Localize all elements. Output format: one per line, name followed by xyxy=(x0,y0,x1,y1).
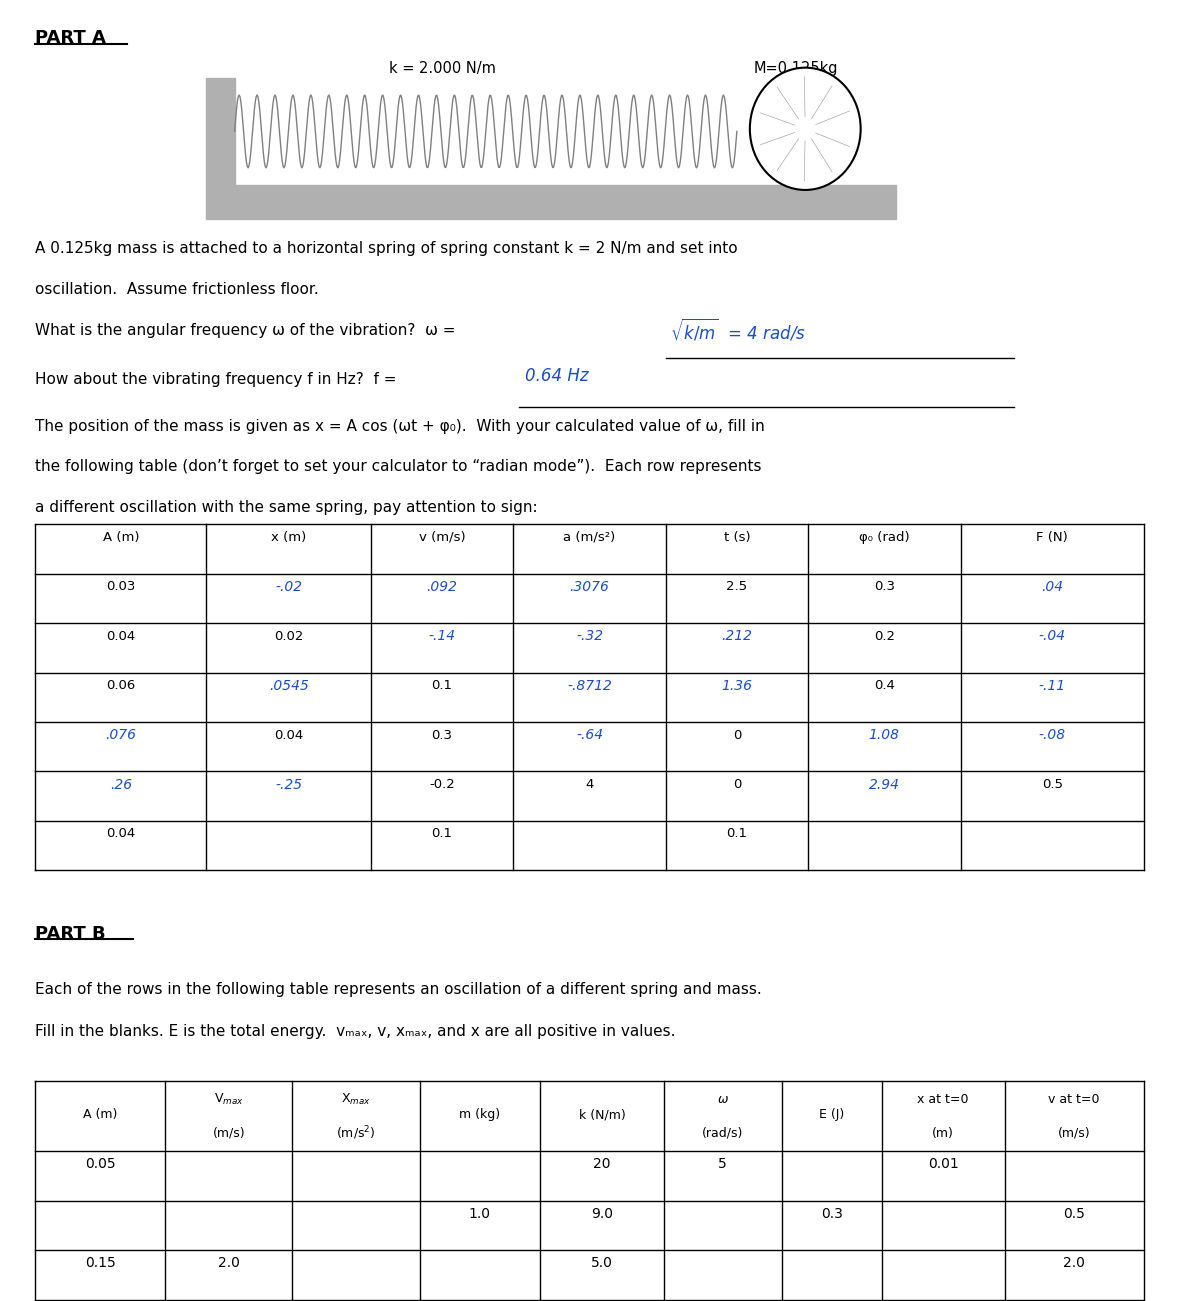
Text: X$_{max}$: X$_{max}$ xyxy=(341,1092,371,1107)
Text: -.08: -.08 xyxy=(1039,729,1066,742)
Text: oscillation.  Assume frictionless floor.: oscillation. Assume frictionless floor. xyxy=(35,282,320,298)
Text: 1.36: 1.36 xyxy=(722,679,752,692)
Text: 9.0: 9.0 xyxy=(591,1207,613,1220)
Text: $\sqrt{k/m}$  = 4 rad/s: $\sqrt{k/m}$ = 4 rad/s xyxy=(670,317,805,343)
Text: What is the angular frequency ω of the vibration?  ω =: What is the angular frequency ω of the v… xyxy=(35,323,461,338)
Text: 0: 0 xyxy=(732,729,742,742)
Text: (m/s): (m/s) xyxy=(1058,1127,1091,1140)
Text: .3076: .3076 xyxy=(569,580,610,593)
Text: .212: .212 xyxy=(722,630,752,643)
Text: v at t=0: v at t=0 xyxy=(1048,1093,1100,1106)
Text: 2.0: 2.0 xyxy=(218,1257,239,1270)
Text: 2.5: 2.5 xyxy=(726,580,747,593)
Text: 0.4: 0.4 xyxy=(874,679,895,692)
Text: 5: 5 xyxy=(718,1158,727,1171)
Text: .092: .092 xyxy=(427,580,457,593)
Text: 0.05: 0.05 xyxy=(85,1158,116,1171)
Text: t (s): t (s) xyxy=(724,531,750,544)
Text: 0.01: 0.01 xyxy=(928,1158,959,1171)
Text: -.64: -.64 xyxy=(575,729,604,742)
Text: (m/s$^2$): (m/s$^2$) xyxy=(336,1124,376,1142)
Text: m (kg): m (kg) xyxy=(460,1108,500,1121)
Text: k (N/m): k (N/m) xyxy=(579,1108,625,1121)
Text: 0.3: 0.3 xyxy=(821,1207,843,1220)
Text: 0.3: 0.3 xyxy=(432,729,453,742)
Text: .0545: .0545 xyxy=(269,679,309,692)
Text: 0.3: 0.3 xyxy=(874,580,895,593)
Text: -.25: -.25 xyxy=(275,778,303,791)
Text: A (m): A (m) xyxy=(103,531,139,544)
Text: x (m): x (m) xyxy=(271,531,307,544)
Text: 0.64 Hz: 0.64 Hz xyxy=(525,367,588,385)
Text: the following table (don’t forget to set your calculator to “radian mode”).  Eac: the following table (don’t forget to set… xyxy=(35,459,762,475)
Text: (m/s): (m/s) xyxy=(212,1127,245,1140)
Text: -.04: -.04 xyxy=(1039,630,1066,643)
Circle shape xyxy=(750,68,861,190)
Text: 0.5: 0.5 xyxy=(1063,1207,1085,1220)
Text: -.11: -.11 xyxy=(1039,679,1066,692)
Text: The position of the mass is given as x = A cos (ωt + φ₀).  With your calculated : The position of the mass is given as x =… xyxy=(35,419,765,435)
Text: .076: .076 xyxy=(105,729,137,742)
Text: -.32: -.32 xyxy=(575,630,604,643)
Text: Each of the rows in the following table represents an oscillation of a different: Each of the rows in the following table … xyxy=(35,982,762,998)
Text: (m): (m) xyxy=(933,1127,954,1140)
Text: v (m/s): v (m/s) xyxy=(419,531,466,544)
Text: 0.1: 0.1 xyxy=(432,679,453,692)
Text: $\omega$: $\omega$ xyxy=(717,1093,729,1106)
Text: .04: .04 xyxy=(1041,580,1063,593)
Text: 0.06: 0.06 xyxy=(106,679,136,692)
Text: 0.15: 0.15 xyxy=(85,1257,116,1270)
Text: V$_{max}$: V$_{max}$ xyxy=(213,1092,244,1107)
Text: How about the vibrating frequency f in Hz?  f =: How about the vibrating frequency f in H… xyxy=(35,372,402,388)
Text: a different oscillation with the same spring, pay attention to sign:: a different oscillation with the same sp… xyxy=(35,500,538,515)
Text: 0.02: 0.02 xyxy=(275,630,303,643)
Polygon shape xyxy=(206,185,896,219)
Text: 5.0: 5.0 xyxy=(591,1257,613,1270)
Text: (rad/s): (rad/s) xyxy=(702,1127,744,1140)
Text: -.02: -.02 xyxy=(275,580,303,593)
Text: PART A: PART A xyxy=(35,29,106,47)
Text: φ₀ (rad): φ₀ (rad) xyxy=(859,531,909,544)
Text: 0.2: 0.2 xyxy=(874,630,895,643)
Polygon shape xyxy=(206,78,235,185)
Text: -.8712: -.8712 xyxy=(567,679,612,692)
Text: M=0.125kg: M=0.125kg xyxy=(753,61,838,77)
Text: 0.04: 0.04 xyxy=(106,630,136,643)
Text: a (m/s²): a (m/s²) xyxy=(564,531,615,544)
Text: .26: .26 xyxy=(110,778,132,791)
Text: 2.0: 2.0 xyxy=(1063,1257,1085,1270)
Text: 0.03: 0.03 xyxy=(106,580,136,593)
Text: -0.2: -0.2 xyxy=(429,778,455,791)
Text: k = 2.000 N/m: k = 2.000 N/m xyxy=(389,61,495,77)
Text: x at t=0: x at t=0 xyxy=(917,1093,969,1106)
Text: 1.0: 1.0 xyxy=(469,1207,490,1220)
Text: 0.5: 0.5 xyxy=(1042,778,1062,791)
Text: PART B: PART B xyxy=(35,925,106,943)
Text: -.14: -.14 xyxy=(428,630,456,643)
Text: 0.04: 0.04 xyxy=(275,729,303,742)
Text: A (m): A (m) xyxy=(83,1108,118,1121)
Text: 0: 0 xyxy=(732,778,742,791)
Text: 1.08: 1.08 xyxy=(869,729,900,742)
Text: 0.1: 0.1 xyxy=(726,827,747,840)
Text: 0.04: 0.04 xyxy=(106,827,136,840)
Text: 20: 20 xyxy=(593,1158,611,1171)
Text: 2.94: 2.94 xyxy=(869,778,900,791)
Text: 4: 4 xyxy=(585,778,594,791)
Text: A 0.125kg mass is attached to a horizontal spring of spring constant k = 2 N/m a: A 0.125kg mass is attached to a horizont… xyxy=(35,241,738,256)
Text: E (J): E (J) xyxy=(819,1108,844,1121)
Text: Fill in the blanks. E is the total energy.  vₘₐₓ, v, xₘₐₓ, and x are all positiv: Fill in the blanks. E is the total energ… xyxy=(35,1024,676,1039)
Text: 0.1: 0.1 xyxy=(432,827,453,840)
Text: F (N): F (N) xyxy=(1036,531,1068,544)
